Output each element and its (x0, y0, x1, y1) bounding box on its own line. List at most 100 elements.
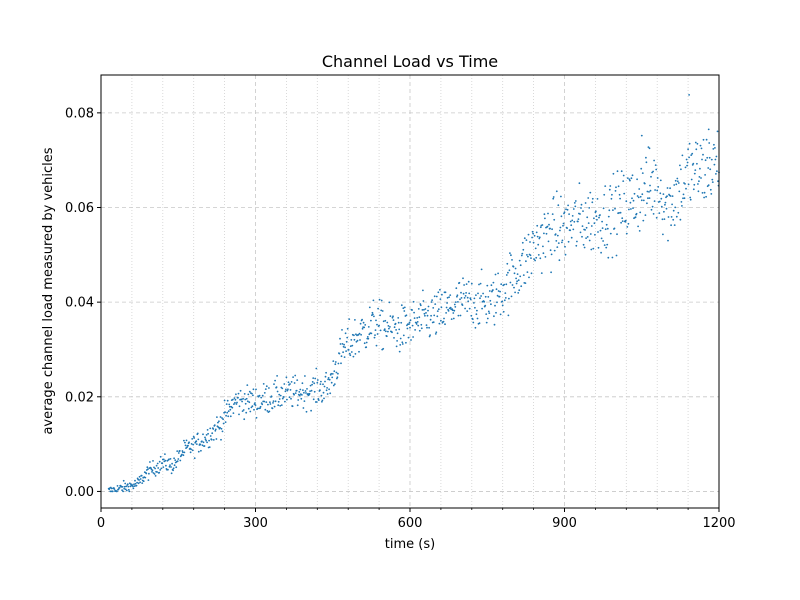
scatter-point (648, 191, 650, 193)
scatter-point (704, 174, 706, 176)
scatter-point (699, 167, 701, 170)
scatter-point (489, 299, 492, 302)
scatter-point (409, 319, 412, 322)
scatter-point (618, 193, 621, 196)
scatter-point (639, 195, 642, 198)
scatter-point (711, 178, 714, 181)
scatter-point (197, 438, 200, 441)
x-tick-label: 1200 (702, 516, 735, 531)
scatter-point (138, 475, 141, 478)
scatter-point (118, 487, 121, 489)
scatter-point (499, 290, 501, 293)
scatter-point (696, 162, 698, 165)
scatter-point (391, 316, 394, 319)
scatter-point (541, 224, 544, 226)
scatter-point (256, 407, 259, 410)
scatter-point (532, 241, 535, 244)
scatter-point (342, 351, 344, 354)
scatter-point (346, 327, 349, 330)
scatter-point (532, 232, 534, 235)
scatter-point (153, 466, 155, 469)
scatter-point (639, 211, 642, 214)
scatter-point (657, 186, 660, 188)
scatter-point (493, 315, 495, 318)
scatter-point (642, 199, 645, 202)
scatter-point (403, 310, 406, 312)
scatter-point (567, 204, 569, 207)
scatter-point (196, 432, 199, 435)
scatter-point (352, 355, 355, 358)
scatter-point (379, 329, 382, 332)
scatter-point (508, 297, 510, 300)
scatter-point (356, 339, 359, 342)
scatter-point (573, 202, 576, 204)
scatter-point (685, 158, 688, 161)
scatter-point (164, 459, 167, 462)
scatter-point (287, 388, 289, 391)
scatter-point (173, 457, 176, 460)
scatter-point (133, 483, 135, 486)
scatter-point (469, 298, 472, 301)
scatter-point (535, 231, 538, 234)
scatter-point (590, 225, 593, 227)
scatter-point (326, 387, 328, 389)
scatter-point (331, 373, 334, 375)
scatter-point (578, 182, 581, 185)
scatter-point (641, 172, 644, 175)
scatter-point (370, 319, 372, 322)
scatter-point (411, 309, 413, 311)
scatter-point (678, 190, 681, 193)
scatter-point (416, 321, 419, 323)
scatter-point (289, 383, 291, 385)
scatter-point (405, 314, 408, 317)
scatter-point (340, 362, 342, 365)
scatter-point (359, 339, 361, 341)
scatter-point (587, 197, 590, 199)
chart-title: Channel Load vs Time (322, 52, 498, 71)
scatter-point (113, 488, 116, 490)
scatter-point (125, 489, 128, 492)
scatter-point (672, 209, 675, 212)
scatter-point (673, 224, 676, 227)
scatter-point (275, 386, 278, 388)
scatter-point (159, 469, 162, 471)
scatter-point (492, 289, 494, 291)
scatter-point (688, 94, 690, 96)
scatter-point (353, 334, 355, 337)
scatter-point (495, 288, 498, 291)
scatter-point (111, 490, 114, 493)
scatter-point (173, 464, 176, 467)
scatter-point (697, 183, 699, 185)
scatter-point (581, 225, 584, 228)
scatter-point (615, 186, 617, 189)
scatter-point (514, 291, 516, 294)
scatter-point (191, 438, 194, 440)
scatter-point (495, 311, 497, 314)
scatter-point (502, 310, 505, 313)
scatter-point (669, 187, 671, 190)
scatter-point (612, 209, 614, 212)
scatter-point (389, 326, 391, 328)
scatter-point (567, 240, 570, 243)
scatter-point (506, 262, 509, 265)
scatter-point (487, 296, 490, 298)
scatter-point (401, 341, 404, 344)
scatter-point (427, 309, 429, 312)
scatter-point (429, 334, 431, 336)
scatter-point (185, 439, 188, 442)
scatter-point (504, 292, 507, 294)
scatter-point (460, 297, 463, 299)
scatter-point (435, 331, 438, 334)
scatter-point (311, 381, 314, 383)
scatter-point (522, 248, 525, 251)
scatter-point (460, 291, 462, 294)
scatter-point (415, 323, 418, 325)
scatter-point (375, 319, 377, 322)
scatter-point (363, 342, 366, 345)
scatter-point (609, 185, 612, 187)
scatter-point (179, 459, 182, 462)
scatter-point (397, 321, 400, 324)
scatter-point (323, 397, 325, 400)
scatter-point (331, 376, 334, 379)
scatter-point (285, 376, 288, 379)
